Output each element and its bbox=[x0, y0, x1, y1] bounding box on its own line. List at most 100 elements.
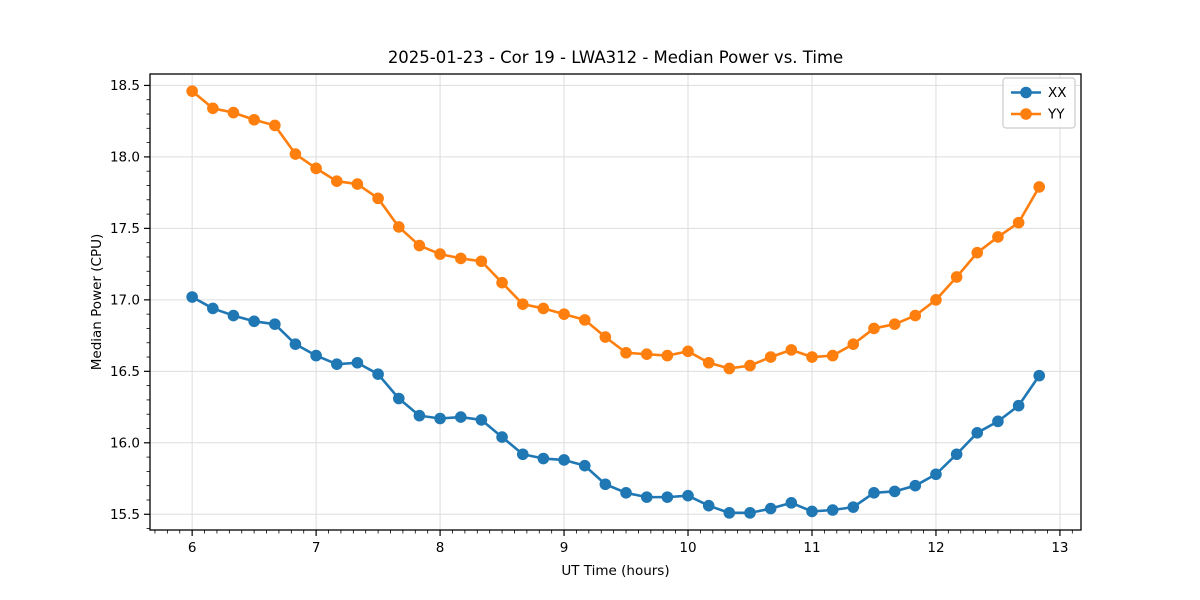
data-point-yy bbox=[186, 85, 198, 97]
data-point-yy bbox=[558, 308, 570, 320]
data-point-yy bbox=[599, 331, 612, 343]
y-tick-label: 16.5 bbox=[110, 364, 140, 380]
data-point-yy bbox=[289, 148, 302, 160]
data-point-yy bbox=[888, 318, 901, 330]
data-point-xx bbox=[331, 358, 343, 370]
x-tick-label: 11 bbox=[803, 540, 820, 556]
y-tick-label: 17.0 bbox=[110, 292, 140, 308]
data-point-xx bbox=[351, 356, 364, 369]
data-point-xx bbox=[971, 427, 984, 439]
data-point-yy bbox=[413, 239, 426, 252]
data-point-yy bbox=[826, 349, 839, 362]
chart-title: 2025-01-23 - Cor 19 - LWA312 - Median Po… bbox=[387, 48, 844, 67]
data-point-yy bbox=[496, 276, 508, 289]
series-line-xx bbox=[190, 295, 1041, 515]
x-tick-label: 9 bbox=[560, 540, 569, 556]
x-tick-label: 13 bbox=[1051, 540, 1068, 556]
data-point-xx bbox=[806, 505, 818, 518]
data-point-yy bbox=[248, 113, 260, 126]
x-tick-label: 6 bbox=[188, 540, 197, 556]
x-tick-label: 10 bbox=[679, 540, 696, 556]
data-point-xx bbox=[620, 487, 632, 499]
data-point-xx bbox=[454, 411, 467, 423]
data-point-yy bbox=[1033, 181, 1046, 193]
data-point-xx bbox=[785, 497, 798, 509]
data-point-xx bbox=[661, 491, 674, 503]
data-point-yy bbox=[868, 322, 880, 335]
data-point-xx bbox=[744, 507, 756, 519]
data-point-xx bbox=[723, 507, 736, 519]
data-point-yy bbox=[454, 252, 467, 265]
data-point-yy bbox=[578, 314, 591, 326]
data-point-yy bbox=[661, 349, 674, 362]
data-point-xx bbox=[1033, 369, 1046, 382]
legend-label: YY bbox=[1047, 107, 1065, 123]
data-point-xx bbox=[372, 368, 384, 380]
data-point-yy bbox=[475, 255, 488, 268]
x-tick-label: 8 bbox=[436, 540, 445, 556]
data-point-yy bbox=[971, 246, 984, 259]
series-line-yy bbox=[190, 89, 1041, 370]
data-point-yy bbox=[207, 102, 219, 115]
y-tick-label: 15.5 bbox=[110, 507, 140, 523]
data-point-yy bbox=[434, 248, 446, 260]
data-point-yy bbox=[372, 192, 384, 205]
y-tick-label: 18.5 bbox=[110, 78, 140, 94]
data-point-yy bbox=[785, 344, 798, 356]
x-tick-label: 7 bbox=[312, 540, 321, 556]
data-point-yy bbox=[702, 356, 715, 369]
data-point-xx bbox=[516, 448, 529, 461]
data-point-xx bbox=[992, 415, 1004, 428]
data-point-xx bbox=[537, 452, 550, 465]
data-point-xx bbox=[950, 448, 963, 461]
data-point-xx bbox=[227, 309, 240, 322]
data-point-xx bbox=[393, 392, 405, 405]
data-point-xx bbox=[702, 499, 715, 512]
data-point-xx bbox=[207, 302, 219, 315]
data-point-yy bbox=[516, 298, 529, 310]
data-point-xx bbox=[413, 409, 426, 422]
data-point-yy bbox=[930, 294, 942, 306]
legend-sample-marker bbox=[1020, 86, 1032, 99]
data-point-xx bbox=[599, 478, 612, 491]
data-point-xx bbox=[475, 414, 488, 426]
data-point-yy bbox=[909, 309, 922, 322]
data-point-xx bbox=[826, 504, 839, 516]
data-point-xx bbox=[1012, 399, 1025, 412]
data-point-yy bbox=[393, 221, 405, 233]
data-point-xx bbox=[764, 502, 777, 515]
data-point-yy bbox=[620, 346, 632, 359]
data-point-xx bbox=[496, 431, 508, 443]
data-point-xx bbox=[289, 338, 302, 350]
data-point-xx bbox=[930, 468, 942, 481]
data-point-yy bbox=[950, 271, 963, 283]
data-point-yy bbox=[269, 119, 281, 132]
data-point-yy bbox=[331, 175, 343, 188]
data-point-yy bbox=[227, 106, 240, 119]
data-point-xx bbox=[186, 291, 198, 303]
data-point-yy bbox=[682, 345, 694, 358]
data-point-xx bbox=[888, 485, 901, 498]
data-point-xx bbox=[558, 454, 570, 466]
data-point-xx bbox=[434, 412, 446, 425]
data-point-xx bbox=[847, 501, 860, 513]
x-axis-label: UT Time (hours) bbox=[561, 563, 670, 579]
legend-sample-marker bbox=[1020, 108, 1032, 120]
legend-label: XX bbox=[1048, 85, 1067, 101]
data-point-xx bbox=[248, 315, 260, 328]
plot-border bbox=[149, 73, 1082, 531]
data-point-yy bbox=[537, 302, 550, 315]
y-axis-label: Median Power (CPU) bbox=[89, 233, 105, 371]
data-point-xx bbox=[310, 349, 322, 362]
data-point-xx bbox=[868, 487, 880, 499]
data-point-yy bbox=[992, 231, 1004, 243]
data-point-yy bbox=[744, 359, 756, 372]
data-point-xx bbox=[640, 491, 653, 503]
y-tick-label: 16.0 bbox=[110, 435, 140, 451]
data-point-yy bbox=[847, 338, 860, 350]
data-point-yy bbox=[1012, 216, 1025, 229]
data-point-yy bbox=[764, 351, 777, 363]
y-tick-label: 18.0 bbox=[110, 149, 140, 165]
